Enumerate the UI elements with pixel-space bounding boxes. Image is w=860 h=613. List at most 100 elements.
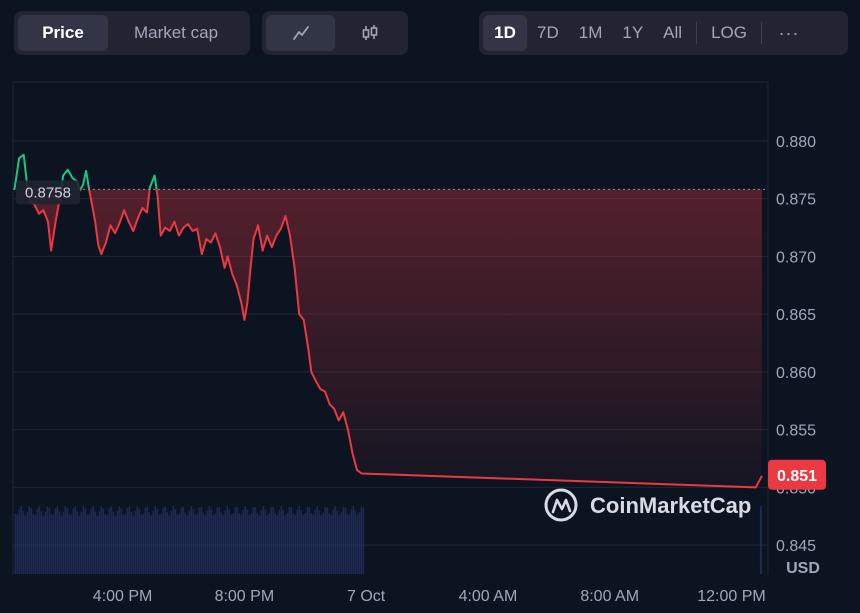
price-tab[interactable]: Price	[18, 15, 108, 51]
volume-bar	[276, 515, 279, 574]
volume-bar	[94, 511, 97, 574]
x-tick-label: 7 Oct	[347, 588, 386, 605]
volume-bar	[96, 515, 99, 574]
y-tick-label: 0.855	[776, 423, 816, 440]
market-cap-tab[interactable]: Market cap	[133, 23, 219, 42]
candlestick-button[interactable]	[335, 15, 404, 51]
volume-bar	[14, 513, 17, 574]
coinmarketcap-logo-icon	[544, 488, 578, 522]
volume-bar	[208, 506, 211, 574]
current-price-label: 0.851	[777, 468, 817, 485]
volume-bar	[362, 507, 365, 574]
volume-bar	[194, 514, 197, 574]
volume-bar	[146, 506, 149, 574]
y-tick-label: 0.870	[776, 249, 816, 266]
volume-bar	[86, 514, 89, 574]
volume-bar	[80, 511, 83, 574]
volume-bar	[292, 513, 295, 574]
volume-bar	[40, 511, 43, 574]
range-7d-button[interactable]: 7D	[537, 23, 559, 42]
volume-bar	[240, 515, 243, 574]
volume-bar	[262, 506, 265, 574]
volume-bar	[20, 506, 23, 574]
volume-bar	[300, 510, 303, 574]
range-1d-button[interactable]: 1D	[483, 15, 527, 51]
volume-bar	[184, 512, 187, 574]
range-all-button[interactable]: All	[663, 23, 683, 42]
y-tick-label: 0.860	[776, 365, 816, 382]
volume-bar	[188, 510, 191, 574]
volume-bar	[310, 513, 313, 574]
volume-bar	[196, 513, 199, 574]
volume-bar	[252, 507, 255, 574]
volume-bar	[22, 511, 25, 574]
volume-bar	[324, 506, 327, 574]
more-options-button[interactable]: ···	[778, 22, 800, 43]
volume-bar	[278, 509, 281, 574]
volume-bar	[222, 515, 225, 574]
y-tick-label: 0.880	[776, 134, 816, 151]
line-chart-button[interactable]	[266, 15, 335, 51]
volume-bar	[172, 506, 175, 574]
volume-bar	[220, 512, 223, 574]
volume-bar	[326, 507, 329, 574]
volume-bar	[290, 507, 293, 574]
volume-bar	[344, 507, 347, 574]
volume-bar	[150, 515, 153, 574]
y-tick-label: 0.845	[776, 538, 816, 555]
volume-bar	[142, 514, 145, 574]
volume-bar	[200, 506, 203, 574]
volume-bar	[334, 506, 337, 574]
volume-bar	[294, 515, 297, 574]
volume-bar	[26, 512, 29, 574]
price-line-down	[14, 189, 763, 489]
volume-bar	[50, 514, 53, 574]
x-tick-label: 12:00 PM	[697, 588, 765, 605]
volume-bar	[192, 509, 195, 574]
volume-bar	[34, 514, 37, 574]
volume-bar	[60, 515, 63, 574]
volume-bar	[52, 514, 55, 574]
volume-bar	[74, 506, 77, 574]
log-scale-button[interactable]: LOG	[711, 23, 747, 42]
volume-bar	[136, 506, 139, 574]
volume-bar	[78, 515, 81, 574]
volume-bar	[238, 512, 241, 574]
volume-bar	[72, 508, 75, 574]
volume-bar	[122, 514, 125, 574]
volume-bar	[236, 506, 239, 574]
volume-bar	[170, 510, 173, 574]
volume-bar	[260, 510, 263, 574]
volume-bar	[88, 514, 91, 574]
volume-bar	[110, 506, 113, 574]
volume-bar	[24, 515, 27, 574]
x-tick-label: 4:00 PM	[93, 588, 153, 605]
volume-bar	[148, 512, 151, 574]
volume-bar	[224, 510, 227, 574]
volume-bar	[336, 510, 339, 574]
volume-bar	[112, 511, 115, 574]
volume-bar	[130, 511, 133, 574]
volume-bar	[284, 515, 287, 574]
volume-bar	[66, 508, 69, 574]
range-1m-button[interactable]: 1M	[578, 23, 603, 42]
volume-bar	[358, 512, 361, 574]
volume-bar	[298, 506, 301, 574]
coinmarketcap-watermark: CoinMarketCap	[544, 488, 751, 522]
volume-bar	[18, 508, 21, 574]
volume-bar	[132, 515, 135, 574]
volume-bar	[204, 515, 207, 574]
volume-bar	[234, 507, 237, 574]
watermark-text: CoinMarketCap	[590, 493, 751, 518]
range-1y-button[interactable]: 1Y	[622, 23, 644, 42]
volume-bar	[338, 515, 341, 574]
volume-bar	[228, 509, 231, 574]
volume-bar	[316, 506, 319, 574]
volume-bar	[42, 515, 45, 574]
y-tick-label: 0.865	[776, 307, 816, 324]
volume-bar	[318, 510, 321, 574]
volume-bar	[254, 507, 257, 574]
toolbar-divider	[696, 22, 698, 44]
volume-bar	[342, 506, 345, 574]
